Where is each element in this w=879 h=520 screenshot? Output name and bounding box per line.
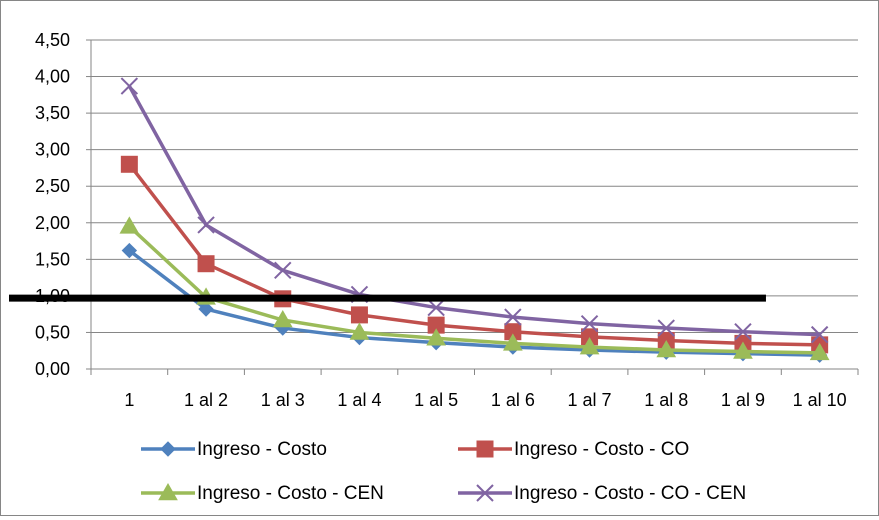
data-point — [657, 319, 675, 337]
legend-entry: Ingreso - Costo — [141, 439, 327, 460]
y-tick-label: 1,50 — [35, 249, 70, 269]
y-tick-label: 0,00 — [35, 359, 70, 379]
data-point — [272, 310, 293, 328]
legend-entry: Ingreso - Costo - CO — [458, 439, 689, 460]
data-point — [810, 325, 829, 344]
legend-label: Ingreso - Costo - CEN — [197, 483, 384, 504]
series-lines — [119, 77, 830, 363]
legend-label: Ingreso - Costo — [197, 439, 327, 460]
data-point — [734, 323, 752, 341]
series-line — [128, 225, 820, 355]
legend-label: Ingreso - Costo - CO - CEN — [514, 483, 746, 504]
legend: Ingreso - Costo Ingreso - Costo - CO Ingre… — [141, 439, 746, 504]
x-tick-label: 1 al 5 — [414, 390, 458, 410]
y-tick-label: 3,50 — [35, 103, 70, 123]
data-point — [198, 301, 214, 317]
y-tick-label: 0,50 — [35, 322, 70, 342]
data-point — [809, 342, 830, 361]
data-point — [274, 261, 292, 280]
data-point — [656, 339, 677, 358]
data-point — [197, 255, 215, 273]
data-point — [121, 242, 138, 259]
y-tick-label: 2,00 — [35, 213, 70, 233]
legend-entry: Ingreso - Costo - CEN — [141, 482, 384, 504]
data-point — [502, 333, 523, 351]
y-tick-label: 4,50 — [35, 30, 70, 50]
x-tick-label: 1 al 7 — [568, 390, 612, 410]
y-tick-label: 2,50 — [35, 176, 70, 196]
data-point — [119, 216, 140, 234]
x-tick-label: 1 al 8 — [644, 390, 688, 410]
data-point — [349, 322, 370, 340]
data-point — [426, 328, 447, 346]
x-tick-label: 1 al 10 — [793, 390, 847, 410]
data-point — [427, 298, 445, 317]
data-point — [733, 341, 753, 359]
legend-marker — [158, 482, 178, 501]
data-point — [504, 308, 522, 326]
legend-marker — [160, 441, 176, 457]
data-point — [120, 155, 138, 173]
x-tick-label: 1 al 2 — [184, 390, 228, 410]
x-tick-label: 1 al 3 — [261, 390, 305, 410]
data-point — [580, 314, 599, 333]
legend-label: Ingreso - Costo - CO — [514, 439, 689, 460]
series-line — [127, 85, 820, 337]
legend-marker — [476, 440, 494, 458]
data-point — [579, 337, 600, 355]
data-point — [120, 77, 139, 95]
legend-entry: Ingreso - Costo - CO - CEN — [458, 483, 746, 504]
series-3 — [119, 216, 830, 361]
x-tick-label: 1 al 4 — [337, 390, 381, 410]
x-tick-label: 1 al 6 — [491, 390, 535, 410]
y-tick-label: 4,00 — [35, 67, 70, 87]
data-point — [350, 306, 368, 324]
x-tick-label: 1 — [124, 390, 134, 410]
axes: 0,000,501,001,502,002,503,003,504,004,50… — [35, 30, 859, 410]
x-tick-label: 1 al 9 — [721, 390, 765, 410]
y-tick-label: 3,00 — [35, 140, 70, 160]
series-line — [128, 249, 820, 357]
series-4 — [120, 77, 829, 344]
data-point — [197, 216, 215, 234]
series-line — [127, 163, 820, 347]
legend-marker — [476, 484, 494, 502]
